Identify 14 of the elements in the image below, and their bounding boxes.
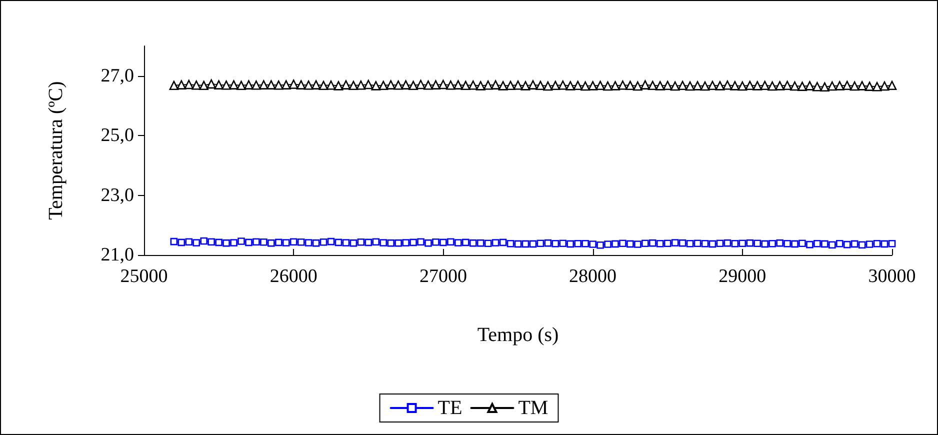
x-tick-label: 28000	[569, 266, 617, 287]
x-tick-label: 26000	[270, 266, 318, 287]
y-tick-label: 23,0	[100, 184, 134, 206]
y-tick-label: 27,0	[100, 65, 134, 86]
x-tick-label: 29000	[718, 266, 766, 287]
x-tick-label: 30000	[868, 266, 916, 287]
x-axis-title: Tempo (s)	[477, 324, 559, 346]
y-axis-title: Temperatura (ºC)	[45, 81, 67, 220]
y-tick-label: 21,0	[100, 244, 134, 266]
legend-label: TM	[518, 397, 548, 419]
x-tick-label: 27000	[419, 266, 467, 287]
x-tick-label: 25000	[120, 266, 168, 287]
y-tick-label: 25,0	[100, 125, 134, 146]
legend-label: TE	[438, 397, 462, 419]
